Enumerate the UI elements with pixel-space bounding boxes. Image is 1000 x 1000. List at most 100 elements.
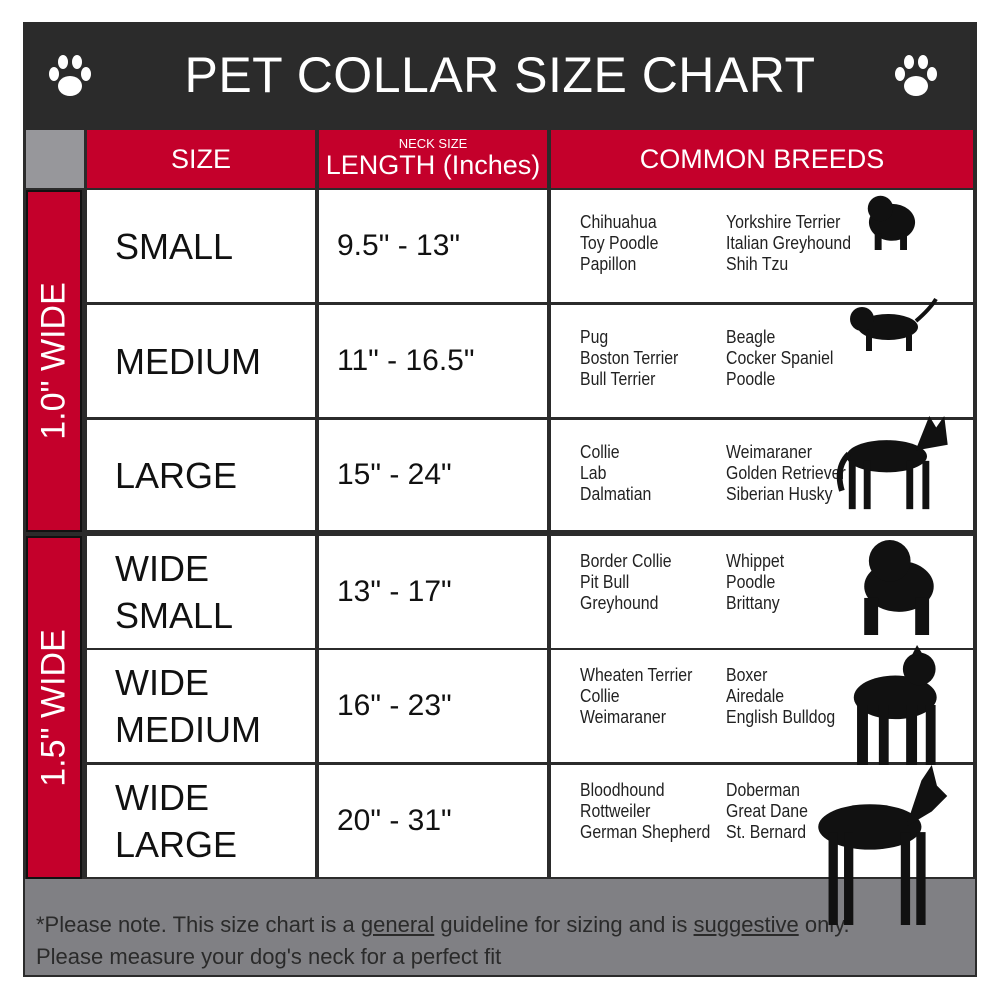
- breeds-list-a: Wheaten Terrier Collie Weimaraner: [580, 665, 692, 728]
- size-cell: LARGE: [87, 420, 315, 530]
- doberman-silhouette-icon: [818, 765, 948, 925]
- breed-name: Wheaten Terrier: [580, 665, 693, 685]
- group-label-1: 1.0" WIDE: [26, 190, 82, 532]
- length-cell: 15" - 24": [319, 420, 547, 530]
- size-cell: WIDE SMALL: [87, 536, 315, 648]
- length-value: 9.5" - 13": [337, 229, 461, 262]
- breed-name: Papillon: [580, 254, 637, 274]
- breeds-list-b: Boxer Airedale English Bulldog: [726, 665, 835, 728]
- breed-name: Weimaraner: [580, 707, 666, 727]
- footer-underlined: suggestive: [693, 912, 799, 937]
- breed-name: Whippet: [726, 551, 785, 571]
- header-size: SIZE: [87, 130, 315, 188]
- footer-text: only.: [798, 912, 850, 937]
- size-label: MEDIUM: [115, 340, 261, 382]
- breed-name: Golden Retriever: [726, 463, 846, 483]
- medium-dog-silhouette-icon: [850, 297, 938, 351]
- breed-name: Italian Greyhound: [726, 233, 852, 253]
- length-value: 20" - 31": [337, 804, 452, 837]
- breed-name: German Shepherd: [580, 822, 711, 842]
- breed-name: Pit Bull: [580, 572, 630, 592]
- size-cell: MEDIUM: [87, 305, 315, 417]
- breed-name: Beagle: [726, 327, 776, 347]
- length-cell: 9.5" - 13": [319, 190, 547, 302]
- pitbull-silhouette-icon: [853, 645, 937, 765]
- size-label: WIDE SMALL: [115, 548, 234, 636]
- group-label-text: 1.0" WIDE: [34, 282, 73, 440]
- breed-name: Doberman: [726, 780, 800, 800]
- breed-name: St. Bernard: [726, 822, 807, 842]
- breed-name: Great Dane: [726, 801, 808, 821]
- header-length-sub: NECK SIZE: [398, 135, 468, 151]
- footer-text: guideline for sizing and is: [434, 912, 694, 937]
- breed-name: Collie: [580, 686, 620, 706]
- breeds-list-b: Beagle Cocker Spaniel Poodle: [726, 327, 833, 390]
- corner-cell: [26, 130, 84, 188]
- breed-name: Toy Poodle: [580, 233, 659, 253]
- paw-icon: [895, 55, 937, 96]
- size-label: LARGE: [115, 454, 238, 496]
- length-cell: 16" - 23": [319, 650, 547, 762]
- breed-name: Greyhound: [580, 593, 659, 613]
- size-cell: WIDE MEDIUM: [87, 650, 315, 762]
- breed-name: Yorkshire Terrier: [726, 212, 841, 232]
- breeds-list-a: Pug Boston Terrier Bull Terrier: [580, 327, 678, 390]
- length-value: 13" - 17": [337, 575, 452, 608]
- header-breeds-label: COMMON BREEDS: [639, 143, 885, 174]
- header-length: NECK SIZE LENGTH (Inches): [319, 130, 547, 188]
- group-label-2: 1.5" WIDE: [26, 536, 82, 879]
- header-length-label: LENGTH (Inches): [325, 149, 541, 180]
- breed-name: Cocker Spaniel: [726, 348, 834, 368]
- breed-name: Poodle: [726, 369, 776, 389]
- breeds-cell: Collie Lab Dalmatian Weimaraner Golden Retr…: [551, 420, 973, 530]
- breed-name: Lab: [580, 463, 607, 483]
- breed-name: Brittany: [726, 593, 780, 613]
- breeds-list-a: Chihuahua Toy Poodle Papillon: [580, 212, 658, 275]
- length-value: 15" - 24": [337, 458, 452, 491]
- breeds-list-b: Weimaraner Golden Retriever Siberian Husky: [726, 442, 846, 505]
- large-dog-silhouette-icon: [836, 416, 948, 510]
- breed-name: Pug: [580, 327, 609, 347]
- breed-name: Bull Terrier: [580, 369, 656, 389]
- breeds-list-b: Doberman Great Dane St. Bernard: [726, 780, 808, 843]
- length-cell: 13" - 17": [319, 536, 547, 648]
- header-breeds: COMMON BREEDS: [551, 130, 973, 188]
- footer-text: *Please note. This size chart is a: [36, 912, 361, 937]
- breeds-list-a: Bloodhound Rottweiler German Shepherd: [580, 780, 710, 843]
- length-cell: 20" - 31": [319, 765, 547, 877]
- length-value: 16" - 23": [337, 689, 452, 722]
- breed-name: Siberian Husky: [726, 484, 833, 504]
- size-label: WIDE LARGE: [115, 777, 238, 865]
- small-dog-silhouette-icon: [867, 195, 916, 250]
- breed-name: Boxer: [726, 665, 768, 685]
- size-label: WIDE MEDIUM: [115, 662, 261, 750]
- length-value: 11" - 16.5": [337, 344, 475, 377]
- footer-underlined: general: [360, 912, 435, 937]
- paw-icon: [49, 55, 91, 96]
- footer-line2: Please measure your dog's neck for a per…: [36, 944, 502, 969]
- breed-name: Border Collie: [580, 551, 672, 571]
- breed-name: Shih Tzu: [726, 254, 789, 274]
- size-chart: PET COLLAR SIZE CHART SIZE NECK SIZE LENG…: [23, 22, 977, 977]
- group-label-text: 1.5" WIDE: [34, 628, 73, 787]
- breed-name: Rottweiler: [580, 801, 651, 821]
- footer-note: *Please note. This size chart is a gener…: [25, 879, 975, 975]
- breed-name: English Bulldog: [726, 707, 836, 727]
- size-label: SMALL: [115, 225, 234, 267]
- breed-name: Collie: [580, 442, 620, 462]
- breed-name: Airedale: [726, 686, 785, 706]
- breeds-list-b: Whippet Poodle Brittany: [726, 551, 784, 614]
- header-size-label: SIZE: [170, 143, 231, 174]
- breeds-list-a: Collie Lab Dalmatian: [580, 442, 651, 505]
- size-cell: WIDE LARGE: [87, 765, 315, 877]
- breed-name: Bloodhound: [580, 780, 665, 800]
- size-cell: SMALL: [87, 190, 315, 302]
- breeds-cell: Wheaten Terrier Collie Weimaraner Boxer Air…: [551, 650, 973, 762]
- bulldog-silhouette-icon: [864, 540, 934, 635]
- length-cell: 11" - 16.5": [319, 305, 547, 417]
- chart-title: PET COLLAR SIZE CHART: [184, 47, 816, 103]
- breeds-list-b: Yorkshire Terrier Italian Greyhound Shih T…: [726, 212, 851, 275]
- breed-name: Chihuahua: [580, 212, 657, 232]
- breed-name: Dalmatian: [580, 484, 652, 504]
- breeds-list-a: Border Collie Pit Bull Greyhound: [580, 551, 672, 614]
